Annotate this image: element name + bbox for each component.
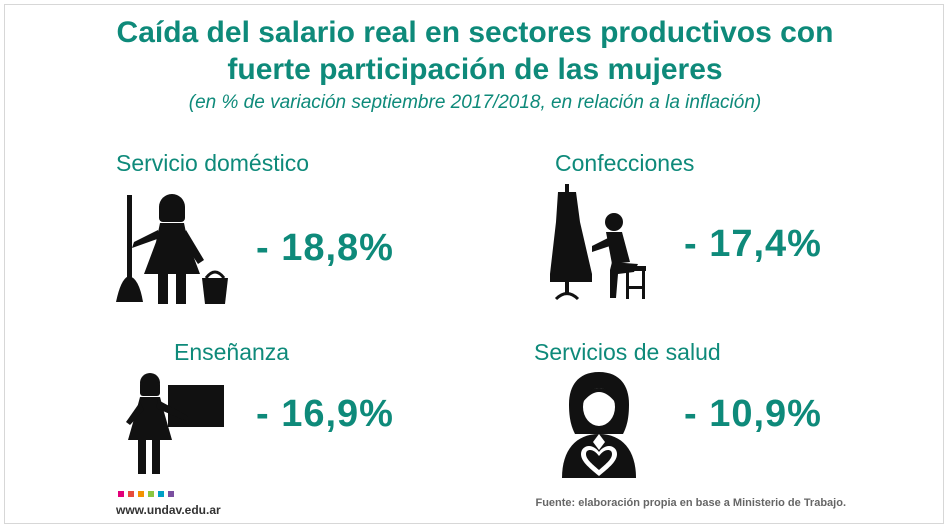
logo-dot bbox=[118, 491, 124, 497]
category-label-ensenanza: Enseñanza bbox=[174, 339, 290, 365]
logo-dot bbox=[138, 491, 144, 497]
teacher-icon bbox=[126, 373, 224, 474]
housekeeper-icon bbox=[116, 194, 228, 304]
value-servicio-domestico: - 18,8% bbox=[256, 227, 394, 269]
category-label-confecciones: Confecciones bbox=[555, 150, 695, 176]
logo-url: www.undav.edu.ar bbox=[116, 503, 221, 517]
dressmaker-icon bbox=[550, 184, 646, 301]
infographic-frame bbox=[4, 4, 944, 524]
value-servicios-de-salud: - 10,9% bbox=[684, 393, 822, 435]
chart-subtitle: (en % de variación septiembre 2017/2018,… bbox=[188, 92, 762, 113]
category-label-servicio-domestico: Servicio doméstico bbox=[116, 150, 310, 176]
source-note: Fuente: elaboración propia en base a Min… bbox=[535, 497, 846, 509]
logo-dots bbox=[118, 491, 174, 497]
logo-dot bbox=[168, 491, 174, 497]
value-ensenanza: - 16,9% bbox=[256, 393, 394, 435]
nurse-icon bbox=[562, 372, 636, 478]
logo-dot bbox=[158, 491, 164, 497]
chart-title-line2: fuerte participación de las mujeres bbox=[227, 53, 723, 86]
value-confecciones: - 17,4% bbox=[684, 223, 822, 265]
logo-dot bbox=[148, 491, 154, 497]
logo-dot bbox=[128, 491, 134, 497]
category-label-servicios-de-salud: Servicios de salud bbox=[534, 339, 721, 365]
chart-title-line1: Caída del salario real en sectores produ… bbox=[116, 16, 834, 49]
